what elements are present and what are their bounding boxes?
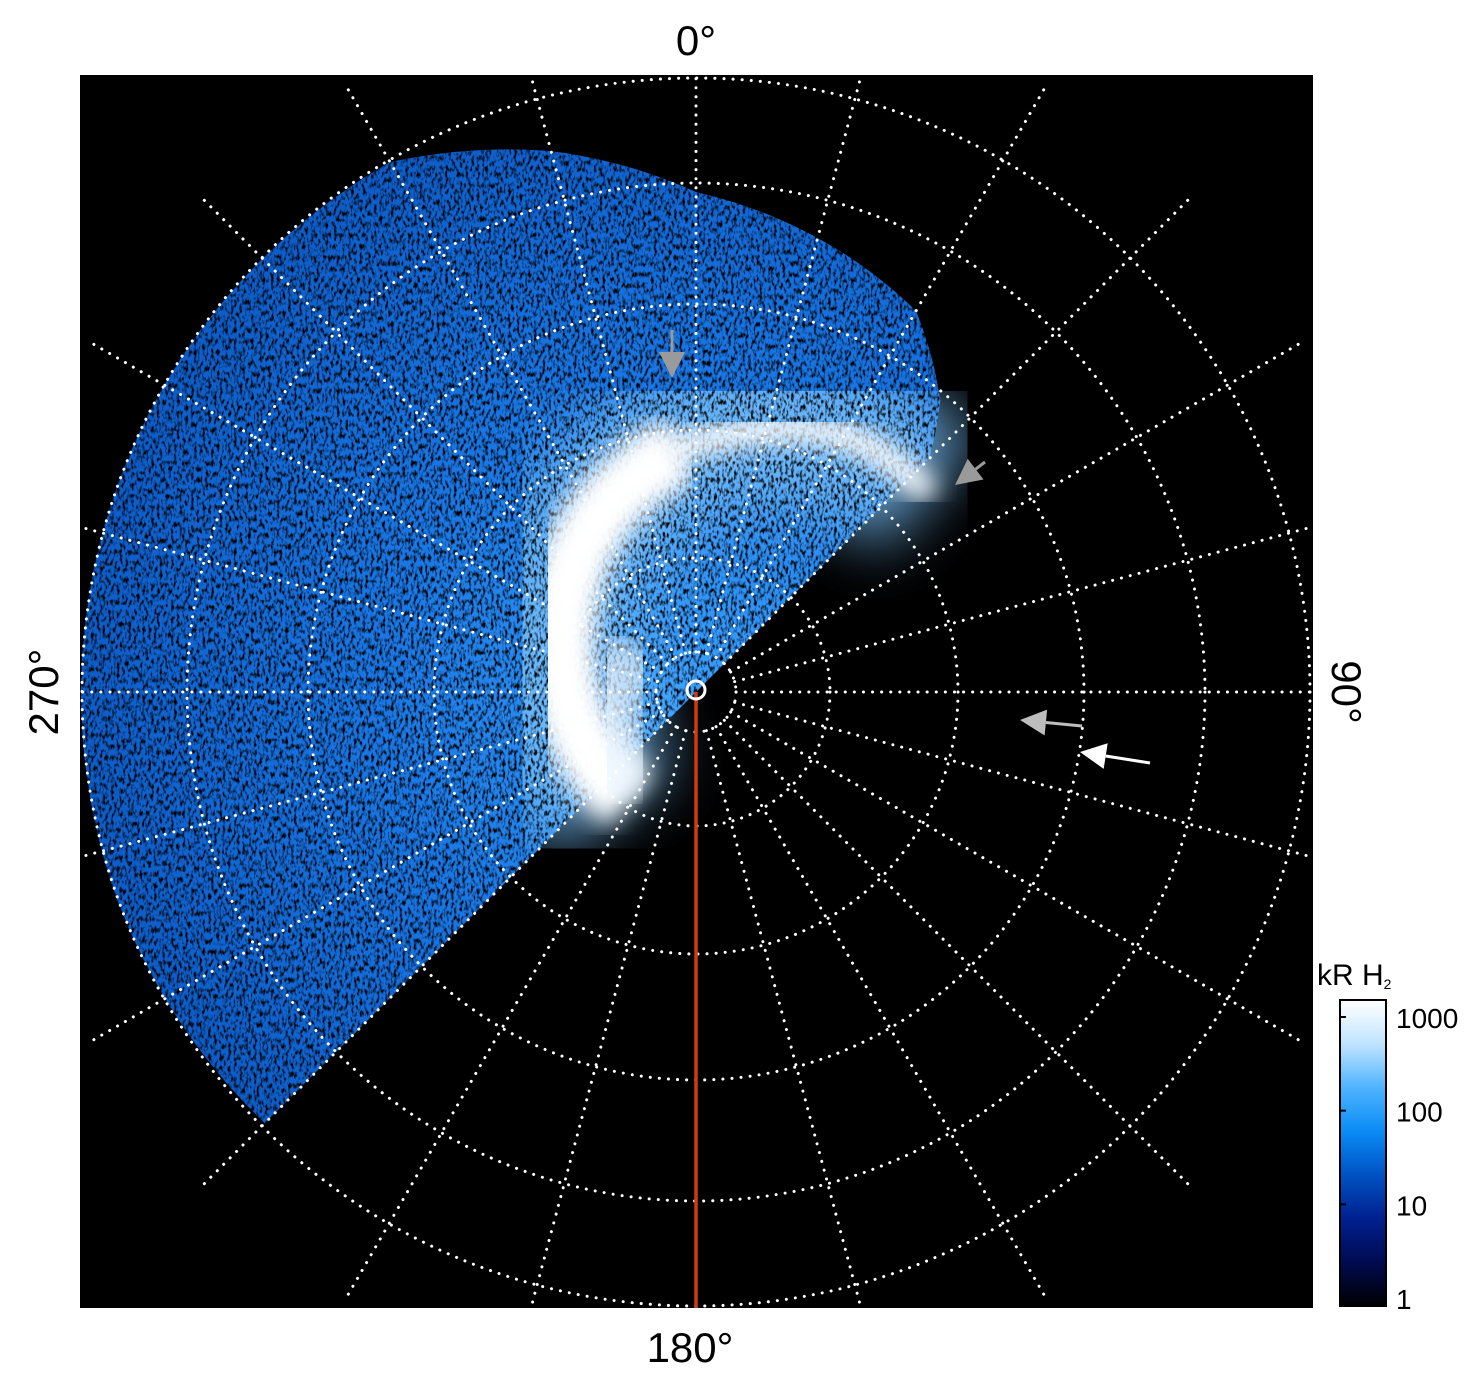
angle-label-left: 270° [20, 649, 67, 736]
longitude-spoke [80, 700, 659, 859]
arrow-icon [955, 458, 986, 485]
longitude-spoke [722, 718, 1193, 1189]
arrow-icon [1080, 743, 1151, 769]
colorbar-tick-label: 10 [1396, 1190, 1427, 1221]
colorbar-gradient [1339, 999, 1387, 1307]
angle-label-bottom: 180° [647, 1324, 734, 1371]
annotation-arrows [659, 330, 1151, 769]
oval-noon-segment [655, 415, 940, 505]
longitude-spoke [704, 729, 863, 1308]
longitude-spoke [199, 195, 670, 666]
latitude-circle [432, 428, 960, 956]
longitude-spoke [722, 195, 1193, 666]
longitude-spoke [733, 700, 1313, 859]
colorbar: kR H2 1 10 100 1000 [1317, 959, 1458, 1315]
longitude-spoke [529, 729, 688, 1308]
longitude-spoke [714, 84, 1048, 659]
emission-noise [81, 149, 941, 1124]
arrow-icon [659, 330, 685, 378]
longitude-spoke [344, 84, 678, 659]
longitude-spoke [88, 340, 663, 674]
oval-inner-glow [580, 631, 664, 809]
longitude-spoke [729, 710, 1304, 1044]
longitude-spoke [529, 75, 688, 655]
longitude-spoke [729, 340, 1304, 674]
pole-marker [685, 679, 707, 701]
angle-label-right: 90° [1323, 660, 1370, 724]
longitude-spoke [714, 725, 1048, 1300]
longitude-spoke [733, 525, 1313, 684]
arrow-icon [1020, 709, 1083, 736]
colorbar-tick-label: 100 [1396, 1097, 1443, 1128]
longitude-spoke [80, 525, 659, 684]
longitude-spoke [704, 75, 863, 655]
angle-label-top: 0° [676, 17, 716, 64]
colorbar-tick-label: 1 [1396, 1284, 1412, 1315]
longitude-spoke [199, 718, 670, 1189]
colorbar-title: kR H2 [1317, 959, 1392, 992]
longitude-spoke [344, 725, 678, 1300]
longitude-spoke [88, 710, 663, 1044]
colorbar-tick-label: 1000 [1396, 1003, 1458, 1034]
